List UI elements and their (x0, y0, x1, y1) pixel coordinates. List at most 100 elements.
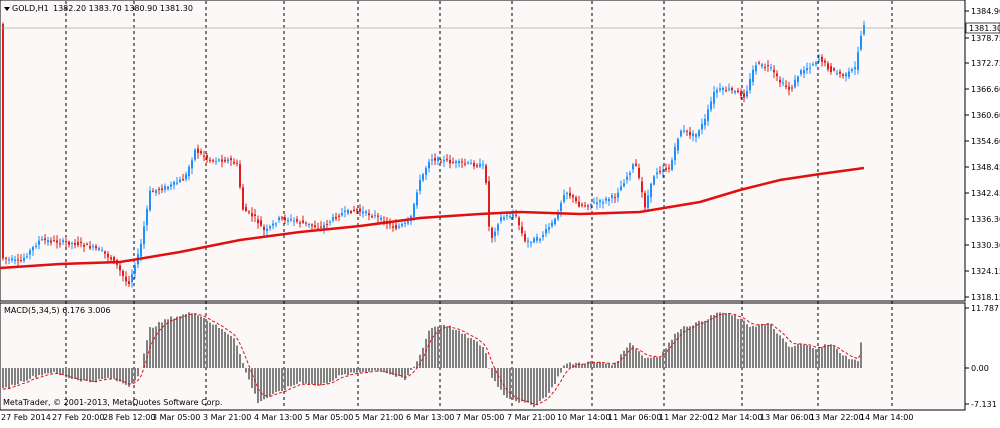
candle-body (266, 229, 268, 231)
candle-body (806, 68, 808, 70)
macd-bar (686, 327, 688, 368)
candle-body (677, 139, 679, 151)
macd-bar (272, 368, 274, 394)
macd-bar (689, 326, 691, 368)
candle-body (191, 160, 193, 168)
candle-body (227, 159, 229, 161)
candle-body (434, 158, 436, 161)
macd-bar (206, 321, 208, 368)
candle-body (275, 224, 277, 225)
macd-bar (230, 336, 232, 368)
time-tick: 5 Mar 21:00 (355, 413, 403, 422)
macd-bar (284, 368, 286, 390)
macd-bar (14, 368, 16, 385)
candle-body (512, 215, 514, 217)
candle-body (353, 210, 355, 211)
price-tick: 1384.90 (971, 7, 1000, 16)
candle-body (458, 161, 460, 163)
candle-body (683, 131, 685, 132)
macd-bar (23, 368, 25, 382)
candle-body (830, 66, 832, 72)
macd-bar (305, 368, 307, 384)
candle-body (74, 243, 76, 245)
candle-body (743, 93, 745, 97)
candle-body (95, 246, 97, 248)
macd-bar (767, 323, 769, 368)
macd-bar (527, 368, 529, 403)
macd-bar (737, 319, 739, 368)
candle-body (368, 213, 370, 215)
macd-bar (182, 314, 184, 368)
macd-bar (218, 328, 220, 368)
candle-body (2, 24, 4, 259)
candle-body (515, 215, 517, 216)
candle-body (209, 160, 211, 161)
macd-bar (332, 368, 334, 381)
candle-body (554, 219, 556, 225)
candle-body (740, 92, 742, 96)
macd-bar (179, 316, 181, 368)
macd-bar (8, 368, 10, 388)
candle-body (248, 212, 250, 213)
candle-body (341, 213, 343, 215)
macd-bar (845, 356, 847, 368)
price-tick: 1378.75 (971, 34, 1000, 43)
macd-bar (626, 347, 628, 368)
candle-body (518, 218, 520, 226)
macd-bar (134, 368, 136, 380)
candle-body (509, 216, 511, 217)
macd-bar (86, 368, 88, 381)
macd-bar (857, 361, 859, 368)
candle-body (404, 223, 406, 224)
macd-bar (806, 345, 808, 368)
candle-body (152, 191, 154, 192)
candle-body (407, 221, 409, 223)
macd-bar (119, 368, 121, 381)
macd-bar (770, 324, 772, 368)
macd-bar (629, 343, 631, 368)
candle-body (92, 246, 94, 247)
candle-body (560, 203, 562, 211)
candle-body (614, 197, 616, 198)
copyright-text: MetaTrader, © 2001-2013, MetaQuotes Soft… (3, 398, 222, 407)
macd-bar (191, 313, 193, 368)
main-price-panel[interactable] (0, 0, 965, 301)
candle-body (578, 202, 580, 207)
macd-bar (641, 355, 643, 368)
macd-bar (152, 328, 154, 368)
macd-bar (107, 368, 109, 378)
candle-body (41, 239, 43, 240)
macd-bar (563, 365, 565, 368)
macd-bar (263, 368, 265, 399)
time-tick: 7 Mar 21:00 (507, 413, 555, 422)
candle-body (551, 223, 553, 227)
candle-body (170, 184, 172, 186)
candle-body (416, 192, 418, 205)
macd-bar (92, 368, 94, 382)
macd-bar (530, 368, 532, 405)
macd-bar (707, 319, 709, 368)
macd-bar (194, 313, 196, 368)
macd-bar (467, 338, 469, 368)
macd-bar (458, 330, 460, 368)
candle-body (80, 242, 82, 243)
macd-bar (395, 368, 397, 377)
macd-bar (668, 343, 670, 368)
candle-body (704, 119, 706, 125)
time-tick: 27 Feb 20:00 (52, 413, 104, 422)
candle-body (365, 211, 367, 213)
macd-bar (731, 315, 733, 368)
candle-body (62, 240, 64, 242)
macd-bar (221, 329, 223, 368)
macd-bar (509, 368, 511, 399)
macd-bar (827, 345, 829, 368)
candle-body (305, 222, 307, 223)
macd-bar (848, 359, 850, 368)
candle-body (842, 74, 844, 75)
candle-body (824, 61, 826, 63)
candle-body (461, 161, 463, 162)
time-tick: 13 Mar 06:00 (760, 413, 813, 422)
macd-bar (740, 319, 742, 368)
